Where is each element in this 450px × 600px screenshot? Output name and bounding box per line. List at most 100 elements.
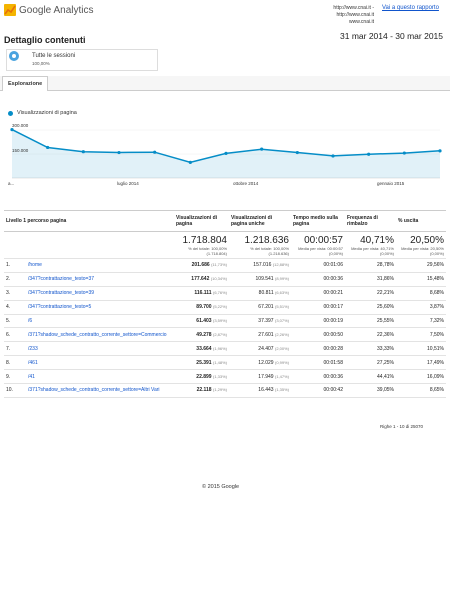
chart-point-7[interactable] <box>260 147 264 151</box>
x-tick-3: gennaio 2015 <box>377 181 405 186</box>
row-time: 00:00:21 <box>291 286 345 301</box>
row-unique: 27.601 (2,26%) <box>229 327 291 343</box>
row-page-cell: 10. /371?shadow_schede_contratto_corrente… <box>4 383 174 398</box>
row-unique-value: 80.811 <box>258 290 274 297</box>
footer-copyright: © 2015 Google <box>202 484 240 490</box>
col-header-unique[interactable]: Visualizzazioni di pagina uniche <box>229 210 291 232</box>
row-pageviews: 25.391 (1,48%) <box>174 355 229 371</box>
row-time: 00:00:36 <box>291 369 345 385</box>
row-pageviews-value: 22.899 <box>196 373 212 380</box>
tab-bar <box>0 76 450 91</box>
row-pageviews: 33.664 (1,96%) <box>174 341 229 357</box>
chart-point-2[interactable] <box>81 150 85 154</box>
row-exit: 7,50% <box>396 327 446 343</box>
row-unique: 12.029 (0,99%) <box>229 355 291 371</box>
row-exit: 15,48% <box>396 272 446 287</box>
table-row: 6. /371?shadow_schede_contratto_corrente_… <box>4 327 446 343</box>
segment-box[interactable] <box>6 49 158 71</box>
chart-point-12[interactable] <box>438 149 442 153</box>
row-pageviews: 201.686 (11,73%) <box>174 258 229 273</box>
row-unique-pct: (8,99%) <box>274 276 289 282</box>
chart-point-10[interactable] <box>367 152 371 156</box>
y-tick-0: 300.000 <box>12 123 29 128</box>
chart-point-4[interactable] <box>153 150 157 154</box>
row-exit: 10,51% <box>396 341 446 357</box>
account-url-line2: www.cnai.it <box>348 19 374 25</box>
row-pageviews-value: 201.686 <box>191 262 210 269</box>
row-page-link[interactable]: /347?contrattazione_testo=37 <box>28 276 95 283</box>
row-page-cell: 7. /233 <box>4 341 174 357</box>
chart-legend[interactable]: Visualizzazioni di pagina <box>8 110 77 116</box>
row-unique-pct: (2,00%) <box>274 345 289 351</box>
row-index: 9. <box>6 373 11 380</box>
row-unique: 37.397 (3,07%) <box>229 314 291 329</box>
legend-dot-icon <box>8 110 13 116</box>
summary-spacer <box>4 231 174 259</box>
row-page-link[interactable]: /371?shadow_schede_contratto_corrente_se… <box>28 387 160 394</box>
row-unique-value: 24.407 <box>258 345 274 352</box>
row-unique: 80.811 (6,63%) <box>229 286 291 301</box>
row-page-link[interactable]: /347?contrattazione_testo=39 <box>28 290 95 297</box>
row-unique-pct: (1,35%) <box>274 387 289 393</box>
chart-point-0[interactable] <box>10 128 14 132</box>
row-pageviews-pct: (11,73%) <box>211 262 227 268</box>
row-bounce: 25,60% <box>345 300 396 315</box>
segment-label: Tutte le sessioni <box>32 53 76 59</box>
row-page-link[interactable]: /home <box>28 262 42 269</box>
col-header-time[interactable]: Tempo medio sulla pagina <box>291 210 345 232</box>
row-page-link[interactable]: /233 <box>28 345 38 352</box>
row-time: 00:00:19 <box>291 314 345 329</box>
row-exit: 17,49% <box>396 355 446 371</box>
summary-pageviews: 1.718.804% del totale: 100,00% (1.718.80… <box>174 231 229 259</box>
row-unique: 16.443 (1,35%) <box>229 383 291 398</box>
row-exit: 29,56% <box>396 258 446 273</box>
row-index: 3. <box>6 290 11 297</box>
chart-point-3[interactable] <box>117 150 121 155</box>
chart-point-5[interactable] <box>188 160 192 164</box>
summary-unique: 1.218.636% del totale: 100,00% (1.218.63… <box>229 231 291 259</box>
col-header-pageviews[interactable]: Visualizzazioni di pagina <box>174 210 229 232</box>
row-pageviews-pct: (2,87%) <box>212 331 227 337</box>
row-page-link[interactable]: /41 <box>28 373 35 380</box>
chart-point-1[interactable] <box>46 145 50 150</box>
row-pageviews-value: 22.118 <box>196 387 212 394</box>
row-pageviews-value: 89.700 <box>196 304 212 311</box>
col-header-bounce[interactable]: Frequenza di rimbalzo <box>345 210 396 232</box>
col-header-exit[interactable]: % uscita <box>396 210 446 232</box>
row-unique-value: 12.029 <box>258 359 274 366</box>
analytics-logo-icon <box>4 4 16 16</box>
row-unique-value: 157.016 <box>253 262 272 269</box>
row-pageviews: 177.642 (10,34%) <box>174 272 229 287</box>
summary-pageviews-sub: % del totale: 100,00% (1.718.804) <box>188 245 227 256</box>
chart-point-6[interactable] <box>224 151 228 155</box>
chart-point-11[interactable] <box>402 151 406 155</box>
row-index: 4. <box>6 304 11 311</box>
table-row: 5./6 61.403 (3,59%) 37.397 (3,07%) 00:00:19… <box>4 314 446 329</box>
row-page-link[interactable]: /371?shadow_schede_contratto_corrente_se… <box>28 331 167 338</box>
row-unique-pct: (0,99%) <box>274 359 289 365</box>
row-page-cell: 3. /347?contrattazione_testo=39 <box>4 286 174 301</box>
row-page-link[interactable]: /461 <box>28 359 38 366</box>
row-index: 10. <box>6 387 13 394</box>
goto-report-link[interactable]: Vai a questo rapporto <box>382 5 439 11</box>
chart-point-9[interactable] <box>331 154 335 158</box>
row-bounce: 33,33% <box>345 341 396 357</box>
row-unique: 17.949 (1,47%) <box>229 369 291 385</box>
chart-point-8[interactable] <box>295 150 299 155</box>
row-pageviews: 61.403 (3,59%) <box>174 314 229 329</box>
row-exit: 8,65% <box>396 383 446 398</box>
row-page-link[interactable]: /347?contrattazione_testo=5 <box>28 304 92 311</box>
tab-esplorazione[interactable]: Esplorazione <box>2 76 49 91</box>
col-header-page[interactable]: Livello 1 percorso pagina <box>4 210 174 232</box>
account-url: http://www.cnai.it - http://www.cnai.it … <box>298 5 374 26</box>
row-page-link[interactable]: /6 <box>28 318 33 324</box>
row-pageviews-pct: (5,22%) <box>212 304 227 310</box>
table-row: 3. /347?contrattazione_testo=39 116.111 (6… <box>4 286 446 301</box>
row-index: 1. <box>6 262 11 269</box>
date-range[interactable]: 31 mar 2014 - 30 mar 2015 <box>340 31 444 41</box>
row-pageviews: 49.278 (2,87%) <box>174 327 229 343</box>
table-row: 1./home 201.686 (11,73%) 157.016 (12,88%) 0… <box>4 258 446 273</box>
row-pageviews-value: 33.664 <box>196 345 212 352</box>
table-body: 1./home 201.686 (11,73%) 157.016 (12,88%) 0… <box>4 258 446 398</box>
y-tick-1: 150.000 <box>12 148 29 153</box>
